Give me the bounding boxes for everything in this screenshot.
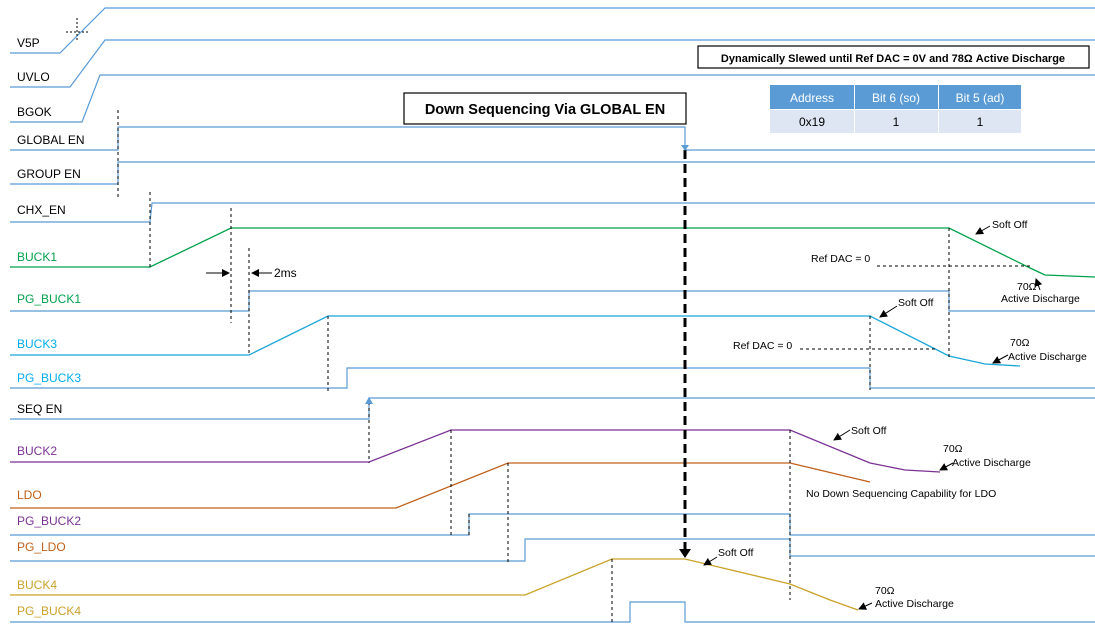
label-pg-ldo: PG_LDO xyxy=(17,540,66,554)
table-header-address: Address xyxy=(790,91,834,105)
label-buck3: BUCK3 xyxy=(17,337,57,351)
wave-v5p xyxy=(10,7,1095,54)
wave-pg-buck3 xyxy=(10,367,1095,389)
buck1-annotations xyxy=(975,225,1043,291)
wave-pg-buck4 xyxy=(10,601,1095,623)
wave-pg-buck1 xyxy=(10,290,1095,312)
label-buck2: BUCK2 xyxy=(17,444,57,458)
register-table: Address Bit 6 (so) Bit 5 (ad) 0x19 1 1 xyxy=(770,85,1021,133)
wave-ldo xyxy=(10,462,871,509)
title-box-text: Down Sequencing Via GLOBAL EN xyxy=(425,102,665,118)
wave-bgok xyxy=(10,74,1095,123)
table-header-bit5: Bit 5 (ad) xyxy=(956,91,1005,105)
buck1-soft-off: Soft Off xyxy=(992,219,1027,231)
wave-buck3 xyxy=(10,315,1021,367)
label-group-en: GROUP EN xyxy=(17,167,81,181)
label-pg-buck3: PG_BUCK3 xyxy=(17,371,81,385)
signal-labels: V5P UVLO BGOK GLOBAL EN GROUP EN CHX_EN … xyxy=(17,36,85,618)
buck1-ref-dac: Ref DAC = 0 xyxy=(811,253,870,265)
info-box-text: Dynamically Slewed until Ref DAC = 0V an… xyxy=(721,53,1065,65)
buck3-ref-dac: Ref DAC = 0 xyxy=(733,340,792,352)
label-pg-buck4: PG_BUCK4 xyxy=(17,604,81,618)
info-box: Dynamically Slewed until Ref DAC = 0V an… xyxy=(697,45,1090,69)
wave-pg-ldo xyxy=(10,538,1095,562)
table-cell-bit6: 1 xyxy=(893,115,900,129)
table-header-bit6: Bit 6 (so) xyxy=(872,91,920,105)
label-seq-en: SEQ EN xyxy=(17,402,62,416)
two-ms-label: 2ms xyxy=(274,266,297,280)
wave-pg-buck2 xyxy=(10,513,1095,536)
label-chx-en: CHX_EN xyxy=(17,203,66,217)
buck1-active-discharge: Active Discharge xyxy=(1001,293,1080,305)
buck4-active-discharge: Active Discharge xyxy=(875,598,954,610)
wave-buck1 xyxy=(10,227,1095,278)
buck2-annotations xyxy=(833,429,954,471)
buck3-70ohm: 70Ω xyxy=(1010,337,1030,349)
label-buck4: BUCK4 xyxy=(17,578,57,592)
label-uvlo: UVLO xyxy=(17,70,50,84)
label-buck1: BUCK1 xyxy=(17,250,57,264)
label-pg-buck1: PG_BUCK1 xyxy=(17,292,81,306)
buck4-70ohm: 70Ω xyxy=(875,585,895,597)
ldo-no-down-seq: No Down Sequencing Capability for LDO xyxy=(806,488,996,500)
buck3-active-discharge: Active Discharge xyxy=(1008,351,1087,363)
buck3-annotations xyxy=(879,305,1009,364)
label-pg-buck2: PG_BUCK2 xyxy=(17,514,81,528)
label-ldo: LDO xyxy=(17,488,42,502)
buck4-soft-off: Soft Off xyxy=(718,547,753,559)
label-bgok: BGOK xyxy=(17,105,52,119)
wave-seq-en xyxy=(10,397,1095,420)
title-box: Down Sequencing Via GLOBAL EN xyxy=(403,92,687,125)
wave-uvlo xyxy=(10,39,1095,88)
wave-global-en xyxy=(10,126,1095,151)
dashed-markers xyxy=(117,110,1030,622)
wave-group-en xyxy=(10,161,1095,185)
wave-chx-en xyxy=(10,202,1095,223)
buck2-70ohm: 70Ω xyxy=(943,443,963,455)
buck2-soft-off: Soft Off xyxy=(851,425,886,437)
table-cell-bit5: 1 xyxy=(977,115,984,129)
wave-buck4 xyxy=(10,558,859,611)
table-cell-address: 0x19 xyxy=(799,115,825,129)
buck2-active-discharge: Active Discharge xyxy=(952,457,1031,469)
buck4-annotations xyxy=(703,556,873,610)
global-en-down-arrow xyxy=(365,145,691,558)
label-global-en: GLOBAL EN xyxy=(17,133,85,147)
buck1-70ohm: 70Ω xyxy=(1017,281,1037,293)
label-v5p: V5P xyxy=(17,36,40,50)
buck3-soft-off: Soft Off xyxy=(898,297,933,309)
